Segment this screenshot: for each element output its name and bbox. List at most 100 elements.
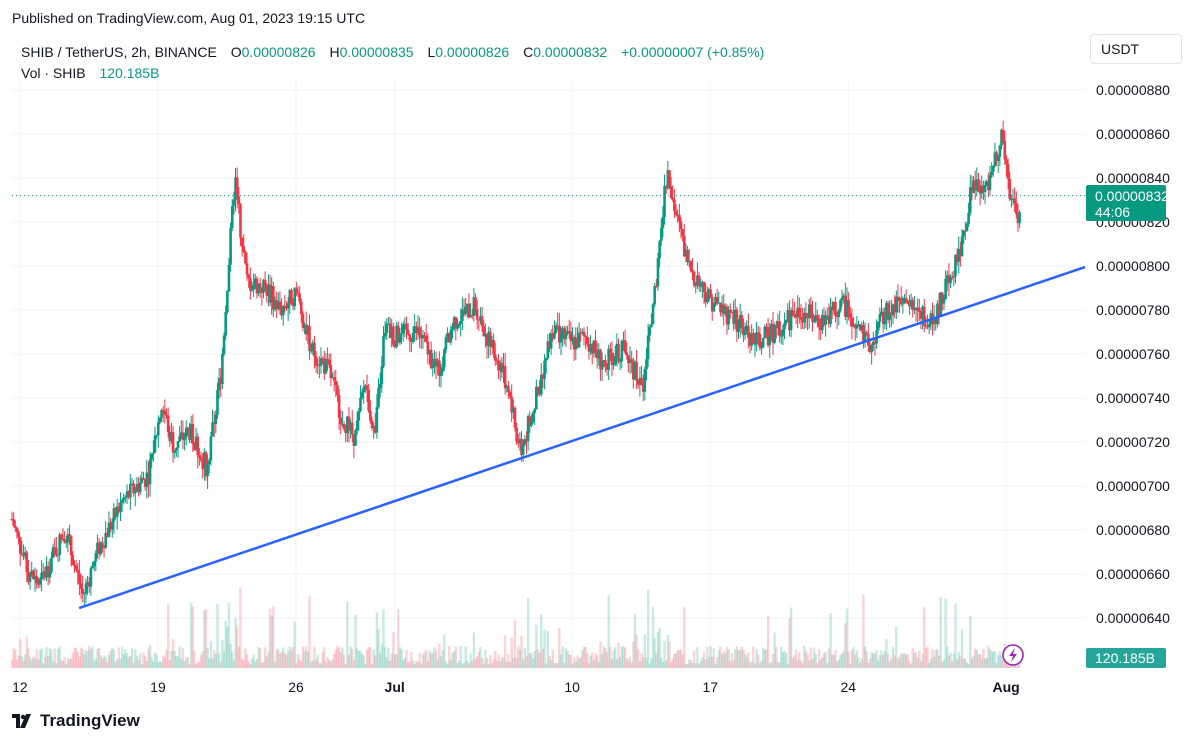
- volume-bar: [451, 653, 454, 668]
- candle-body: [87, 581, 91, 587]
- volume-bar: [295, 663, 298, 668]
- volume-bar: [919, 660, 923, 668]
- candle-body: [214, 414, 218, 425]
- volume-bar: [927, 662, 931, 668]
- volume-bar: [738, 650, 742, 668]
- candle-body: [636, 380, 640, 385]
- candle-body: [339, 417, 343, 425]
- volume-bar: [65, 663, 68, 668]
- candle-body: [27, 572, 30, 582]
- volume-bar: [122, 653, 125, 668]
- candle-body: [313, 342, 316, 357]
- x-tick-label: 26: [288, 679, 304, 695]
- candle-body: [932, 318, 936, 325]
- candle-body: [957, 249, 961, 262]
- volume-bar: [525, 655, 528, 668]
- volume-bar: [807, 660, 811, 668]
- volume-bar: [983, 658, 987, 668]
- volume-bar: [627, 660, 630, 668]
- volume-bar: [438, 643, 441, 668]
- volume-bar: [921, 654, 924, 668]
- candle-body: [1000, 129, 1003, 146]
- candle-body: [775, 325, 778, 328]
- candle-body: [627, 355, 630, 364]
- candle-body: [247, 274, 250, 279]
- candle-body: [548, 341, 551, 349]
- volume-bar: [630, 662, 633, 668]
- candle-body: [148, 459, 152, 485]
- candle-body: [890, 312, 893, 316]
- candle-body: [816, 315, 819, 320]
- volume-bar: [305, 646, 308, 668]
- time-axis[interactable]: 12 19 26 Jul 10 17 24 Aug: [12, 679, 1020, 695]
- volume-bar: [487, 663, 490, 668]
- candle-body: [743, 331, 747, 336]
- candle-body: [730, 311, 734, 313]
- candle-body: [553, 332, 556, 339]
- volume-bar: [489, 654, 492, 668]
- candle-body: [280, 309, 283, 316]
- volume-bar: [914, 651, 918, 668]
- y-tick-label: 0.00000800: [1096, 258, 1170, 274]
- candle-body: [416, 327, 420, 333]
- volume-bar: [706, 646, 709, 668]
- volume-bar: [854, 654, 857, 668]
- candle-body: [937, 303, 941, 317]
- volume-bar: [472, 632, 476, 668]
- volume-bar: [406, 662, 410, 668]
- volume-bar: [395, 654, 398, 668]
- volume-bar: [595, 655, 599, 668]
- candle-body: [378, 384, 382, 389]
- volume-bar: [799, 660, 803, 668]
- candle-body: [184, 427, 188, 438]
- candle-body: [142, 477, 145, 481]
- volume-bar: [344, 663, 347, 668]
- candle-body: [41, 571, 45, 573]
- candle-body: [222, 335, 226, 354]
- candle-body: [954, 254, 957, 277]
- candle-body: [510, 396, 513, 413]
- low-value: 0.00000826: [435, 44, 510, 60]
- volume-bar: [819, 659, 822, 668]
- volume-bar: [219, 661, 222, 668]
- candle-body: [15, 528, 19, 533]
- candle-body: [110, 521, 114, 530]
- volume-bar: [212, 650, 216, 668]
- volume-bar: [885, 639, 888, 668]
- y-tick-label: 0.00000780: [1096, 302, 1170, 318]
- candle-body: [173, 450, 177, 453]
- volume-bar: [43, 656, 47, 668]
- volume-bar: [505, 661, 508, 668]
- volume-bar: [239, 587, 242, 668]
- volume-bar: [10, 659, 14, 668]
- candle-body: [364, 385, 367, 388]
- candle-body: [349, 422, 352, 431]
- volume-bar: [502, 657, 505, 668]
- volume-bar: [937, 655, 941, 668]
- candle-body: [1011, 198, 1015, 200]
- trendline[interactable]: [78, 265, 1086, 610]
- candle-body: [189, 423, 193, 441]
- candle-body: [682, 235, 686, 257]
- price-axis[interactable]: 0.000008800.000008600.000008400.00000820…: [1096, 82, 1170, 665]
- currency-button[interactable]: USDT: [1090, 34, 1182, 64]
- volume-bar: [742, 650, 745, 668]
- volume-bar: [602, 646, 605, 668]
- volume-bar: [393, 654, 397, 668]
- candle-body: [697, 275, 701, 286]
- symbol-label[interactable]: SHIB / TetherUS, 2h, BINANCE: [21, 44, 217, 60]
- volume-bar: [155, 655, 158, 668]
- volume-bar: [464, 646, 467, 668]
- candle-body: [263, 279, 267, 286]
- candle-body: [701, 282, 704, 286]
- candle-body: [193, 443, 196, 451]
- candle-body: [628, 359, 632, 364]
- volume-label[interactable]: Vol · SHIB: [21, 65, 86, 81]
- volume-bar: [183, 660, 186, 668]
- candle-body: [152, 452, 155, 455]
- candle-body: [63, 539, 66, 543]
- volume-bar: [229, 643, 232, 668]
- lightning-icon[interactable]: [1002, 644, 1024, 666]
- volume-bar: [551, 649, 554, 668]
